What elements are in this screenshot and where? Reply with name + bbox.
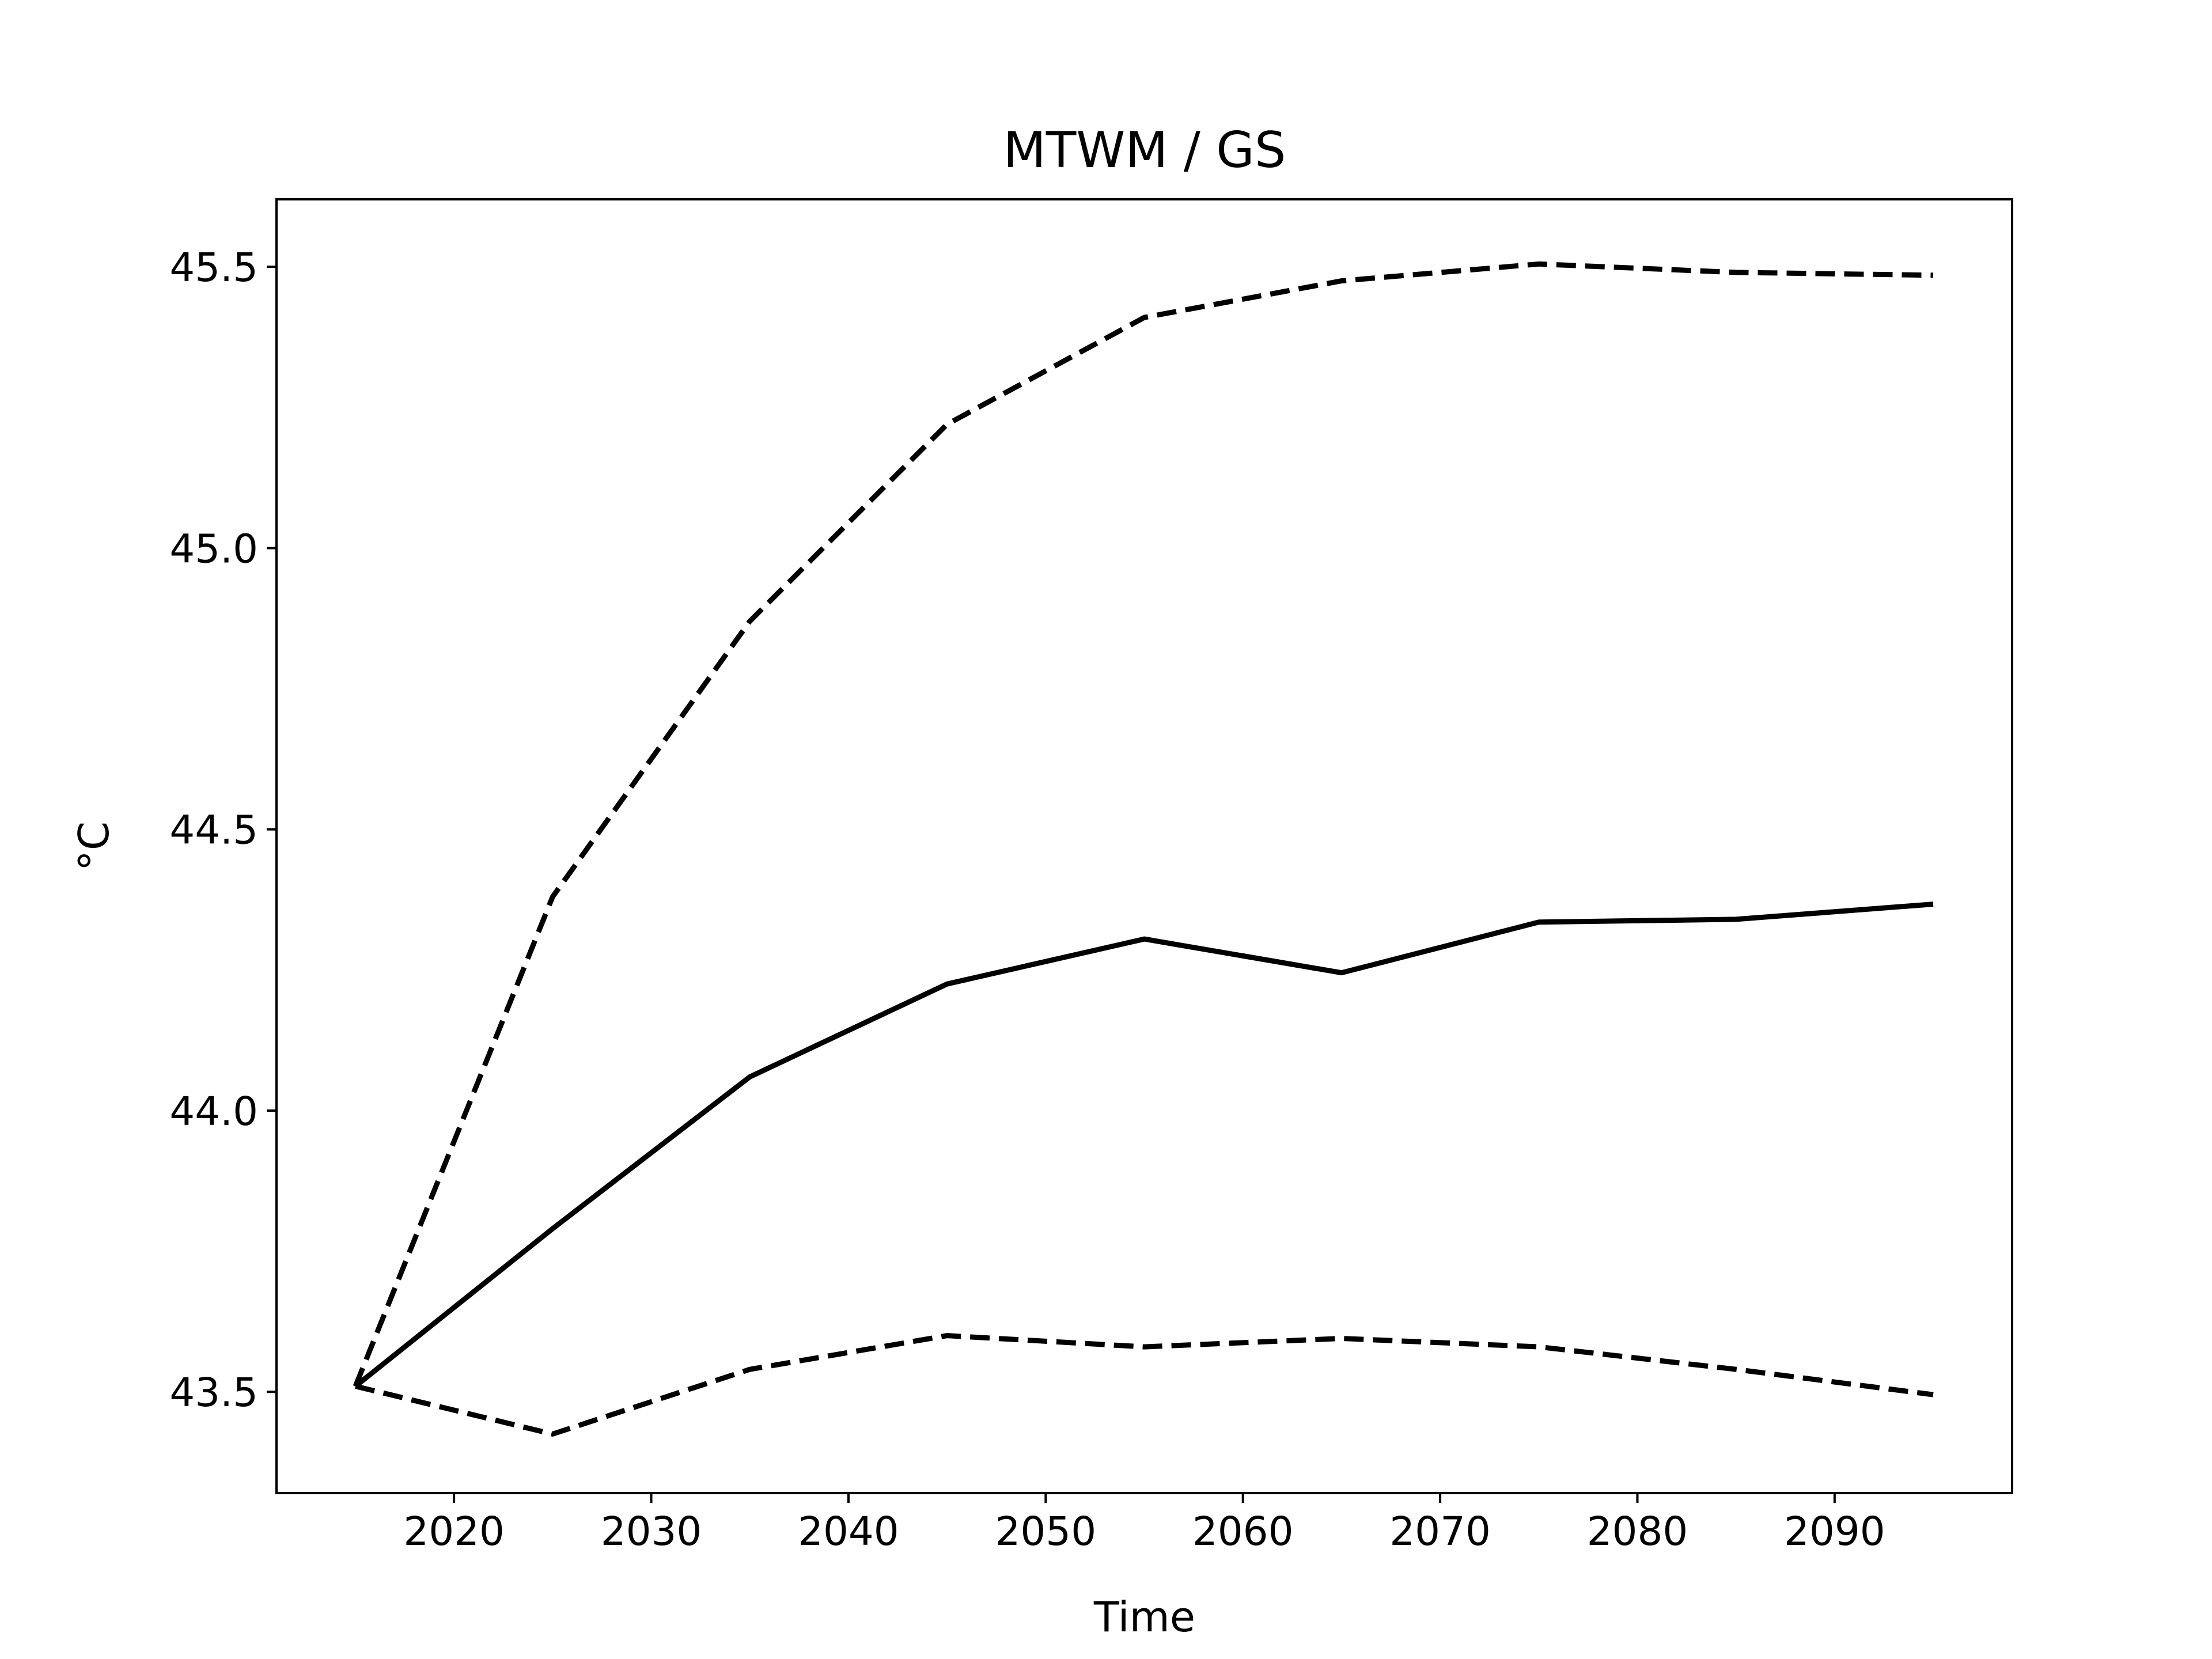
y-tick-label: 43.5 xyxy=(169,1370,258,1416)
y-tick-label: 44.0 xyxy=(169,1089,258,1135)
x-tick-label: 2070 xyxy=(1389,1509,1491,1555)
plot-frame xyxy=(275,198,2013,1494)
y-tick-label: 44.5 xyxy=(169,808,258,854)
x-tick-label: 2080 xyxy=(1587,1509,1688,1555)
series-line-3 xyxy=(354,1333,1934,1437)
x-axis-title: Time xyxy=(1093,1593,1195,1641)
series-layer xyxy=(353,261,1934,1437)
chart-title: MTWM / GS xyxy=(1003,122,1286,179)
x-tick-label: 2030 xyxy=(601,1509,702,1555)
x-tick-label: 2050 xyxy=(995,1509,1097,1555)
x-tick-label: 2040 xyxy=(798,1509,899,1555)
series-line-1 xyxy=(354,902,1934,1389)
series-line-2 xyxy=(353,261,1934,1388)
x-tick-label: 2020 xyxy=(403,1509,505,1555)
x-tick-label: 2060 xyxy=(1192,1509,1294,1555)
plot-area xyxy=(275,198,2013,1494)
x-tick-label: 2090 xyxy=(1784,1509,1885,1555)
x-axis: 2020 2030 2040 2050 2060 2070 2080 2090 xyxy=(403,1493,1885,1555)
y-axis-title: °C xyxy=(70,821,118,871)
plot-background xyxy=(276,199,2012,1493)
y-tick-label: 45.5 xyxy=(169,245,258,291)
y-axis: 43.5 44.0 44.5 45.0 45.5 xyxy=(169,245,276,1416)
y-tick-label: 45.0 xyxy=(169,526,258,572)
